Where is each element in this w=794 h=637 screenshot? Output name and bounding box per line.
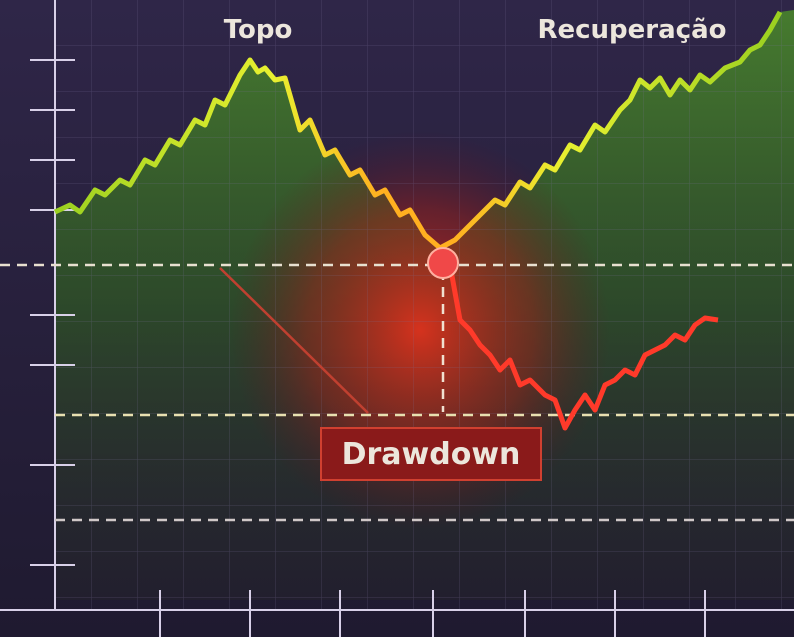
- page: Topo Recuperação Drawdown (() => { const…: [0, 0, 794, 637]
- breakpoint: [428, 248, 458, 278]
- drawdown-label: Drawdown: [342, 437, 521, 472]
- illustration: Topo Recuperação Drawdown: [0, 0, 794, 637]
- grid: [55, 0, 794, 610]
- peak-label: Topo: [224, 15, 293, 45]
- recovery-label: Recuperação: [537, 15, 726, 45]
